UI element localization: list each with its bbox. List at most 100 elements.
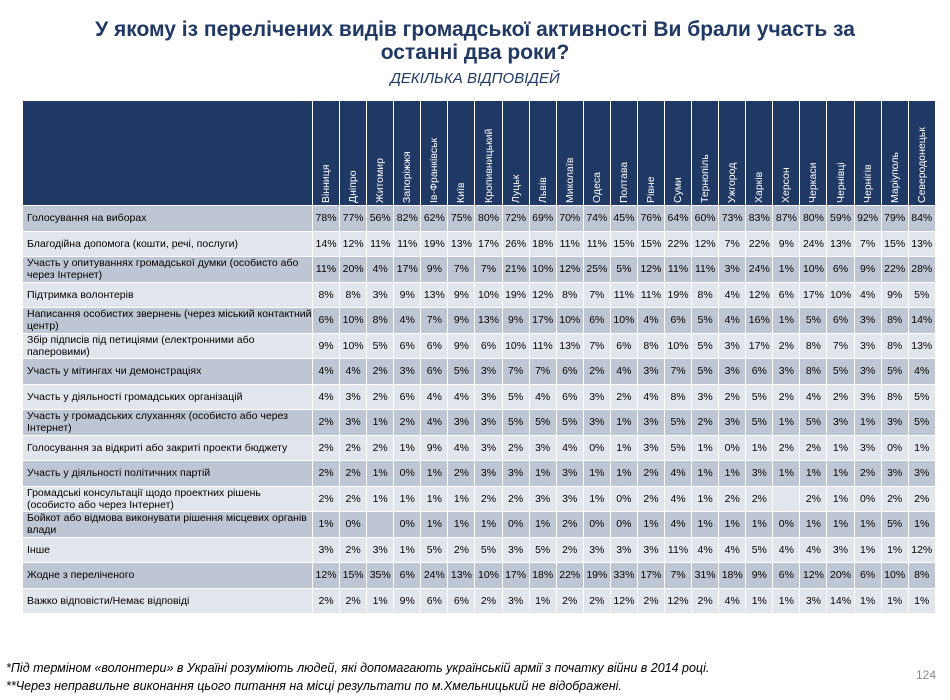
table-cell: 1% xyxy=(691,511,720,538)
table-cell: 15% xyxy=(609,230,638,257)
table-cell: 5% xyxy=(691,307,720,334)
table-row: Жодне з переліченого 12% 15% 35% 6% 24% 13% 10%… xyxy=(22,562,936,589)
table-cell: 5% xyxy=(799,409,828,436)
column-header-label: Полтава xyxy=(617,161,630,203)
page-subtitle: ДЕКІЛЬКА ВІДПОВІДЕЙ xyxy=(390,70,560,87)
table-cell: 3% xyxy=(582,409,611,436)
table-cell: 5% xyxy=(664,434,693,461)
table-cell: 2% xyxy=(339,485,368,512)
title-line-1: У якому із перелічених видів громадської… xyxy=(95,18,855,41)
table-row: Збір підписів під петиціями (електронним… xyxy=(22,332,936,359)
column-header-label: Одеса xyxy=(590,172,603,203)
table-cell: 1% xyxy=(609,409,638,436)
table-cell: 5% xyxy=(501,409,530,436)
table-cell: 59% xyxy=(826,205,855,232)
table-cell: 11% xyxy=(366,230,395,257)
table-cell: 10% xyxy=(474,562,503,589)
column-header-label: Дніпро xyxy=(347,170,360,203)
table-row: Написання особистих звернень (через місь… xyxy=(22,307,936,334)
table-cell: 31% xyxy=(691,562,720,589)
table-cell: 3% xyxy=(339,383,368,410)
table-cell: 10% xyxy=(609,307,638,334)
table-cell: 2% xyxy=(447,460,476,487)
table-cell: 3% xyxy=(853,434,882,461)
row-label: Участь у опитуваннях громадської думки (… xyxy=(22,256,313,283)
table-row: Участь у діяльності громадських організа… xyxy=(22,383,936,410)
table-cell: 7% xyxy=(447,256,476,283)
column-header: Одеса xyxy=(582,100,611,206)
column-header-label: Запоріжжя xyxy=(401,151,414,203)
table-cell: 1% xyxy=(609,460,638,487)
table-cell: 1% xyxy=(582,460,611,487)
table-cell: 2% xyxy=(636,460,666,487)
table-cell: 17% xyxy=(393,256,422,283)
table-cell: 2% xyxy=(474,587,503,614)
table-cell: 33% xyxy=(609,562,638,589)
table-cell: 3% xyxy=(636,434,666,461)
table-cell: 1% xyxy=(826,434,855,461)
table-cell: 10% xyxy=(664,332,693,359)
table-cell: 11% xyxy=(582,230,611,257)
row-label: Інше xyxy=(22,536,313,563)
table-cell: 4% xyxy=(772,536,801,563)
table-cell: 3% xyxy=(339,409,368,436)
table-cell: 28% xyxy=(907,256,936,283)
table-cell: 2% xyxy=(311,434,341,461)
column-header-label: Черкаси xyxy=(807,162,820,203)
row-label: Голосування на виборах xyxy=(22,205,313,232)
column-header: Чернівці xyxy=(826,100,855,206)
table-cell: 7% xyxy=(718,230,747,257)
header-row: Вінниця Дніпро Житомир Запоріжжя Ів-Франківс… xyxy=(22,100,936,206)
table-cell: 2% xyxy=(799,434,828,461)
table-cell: 2% xyxy=(501,485,530,512)
table-cell: 1% xyxy=(474,511,503,538)
table-cell: 2% xyxy=(691,409,720,436)
column-header: Суми xyxy=(664,100,693,206)
table-cell: 9% xyxy=(447,281,476,308)
table-cell: 5% xyxy=(907,383,936,410)
table-cell: 0% xyxy=(609,511,638,538)
table-cell: 13% xyxy=(447,230,476,257)
table-cell: 4% xyxy=(799,536,828,563)
table-cell: 1% xyxy=(826,460,855,487)
table-row: Благодійна допомога (кошти, речі, послуг… xyxy=(22,230,936,257)
table-cell: 2% xyxy=(555,511,584,538)
table-cell: 3% xyxy=(636,358,666,385)
column-header-label: Ів-Франківськ xyxy=(428,137,441,203)
table-cell: 8% xyxy=(555,281,584,308)
table-cell: 6% xyxy=(664,307,693,334)
table-cell: 7% xyxy=(528,358,557,385)
column-header: Житомир xyxy=(366,100,395,206)
table-cell: 11% xyxy=(555,230,584,257)
table-cell: 1% xyxy=(691,460,720,487)
column-header: Херсон xyxy=(772,100,801,206)
table-cell: 12% xyxy=(311,562,341,589)
table-cell: 2% xyxy=(311,460,341,487)
table-cell: 1% xyxy=(393,536,422,563)
table-cell: 0% xyxy=(501,511,530,538)
table-cell: 2% xyxy=(609,383,638,410)
table-row: Громадські консультації щодо проектних р… xyxy=(22,485,936,512)
table-cell: 2% xyxy=(366,383,395,410)
table-cell: 5% xyxy=(474,536,503,563)
table-cell: 4% xyxy=(664,511,693,538)
column-header: Черкаси xyxy=(799,100,828,206)
table-cell: 1% xyxy=(853,587,882,614)
table-cell: 6% xyxy=(393,332,422,359)
table-cell: 3% xyxy=(636,536,666,563)
table-cell: 17% xyxy=(799,281,828,308)
row-label: Участь у мітингах чи демонстраціях xyxy=(22,358,313,385)
table-cell: 10% xyxy=(501,332,530,359)
table-cell: 3% xyxy=(474,409,503,436)
table-cell: 76% xyxy=(636,205,666,232)
table-cell: 20% xyxy=(339,256,368,283)
table-cell: 77% xyxy=(339,205,368,232)
table-cell: 1% xyxy=(772,587,801,614)
table-cell: 1% xyxy=(691,485,720,512)
table-cell: 1% xyxy=(745,587,774,614)
table-row: Участь у мітингах чи демонстраціях 4% 4% 2%… xyxy=(22,358,936,385)
table-cell: 5% xyxy=(691,358,720,385)
table-cell: 3% xyxy=(718,332,747,359)
table-row: Голосування за відкриті або закриті прое… xyxy=(22,434,936,461)
table-cell: 5% xyxy=(745,383,774,410)
